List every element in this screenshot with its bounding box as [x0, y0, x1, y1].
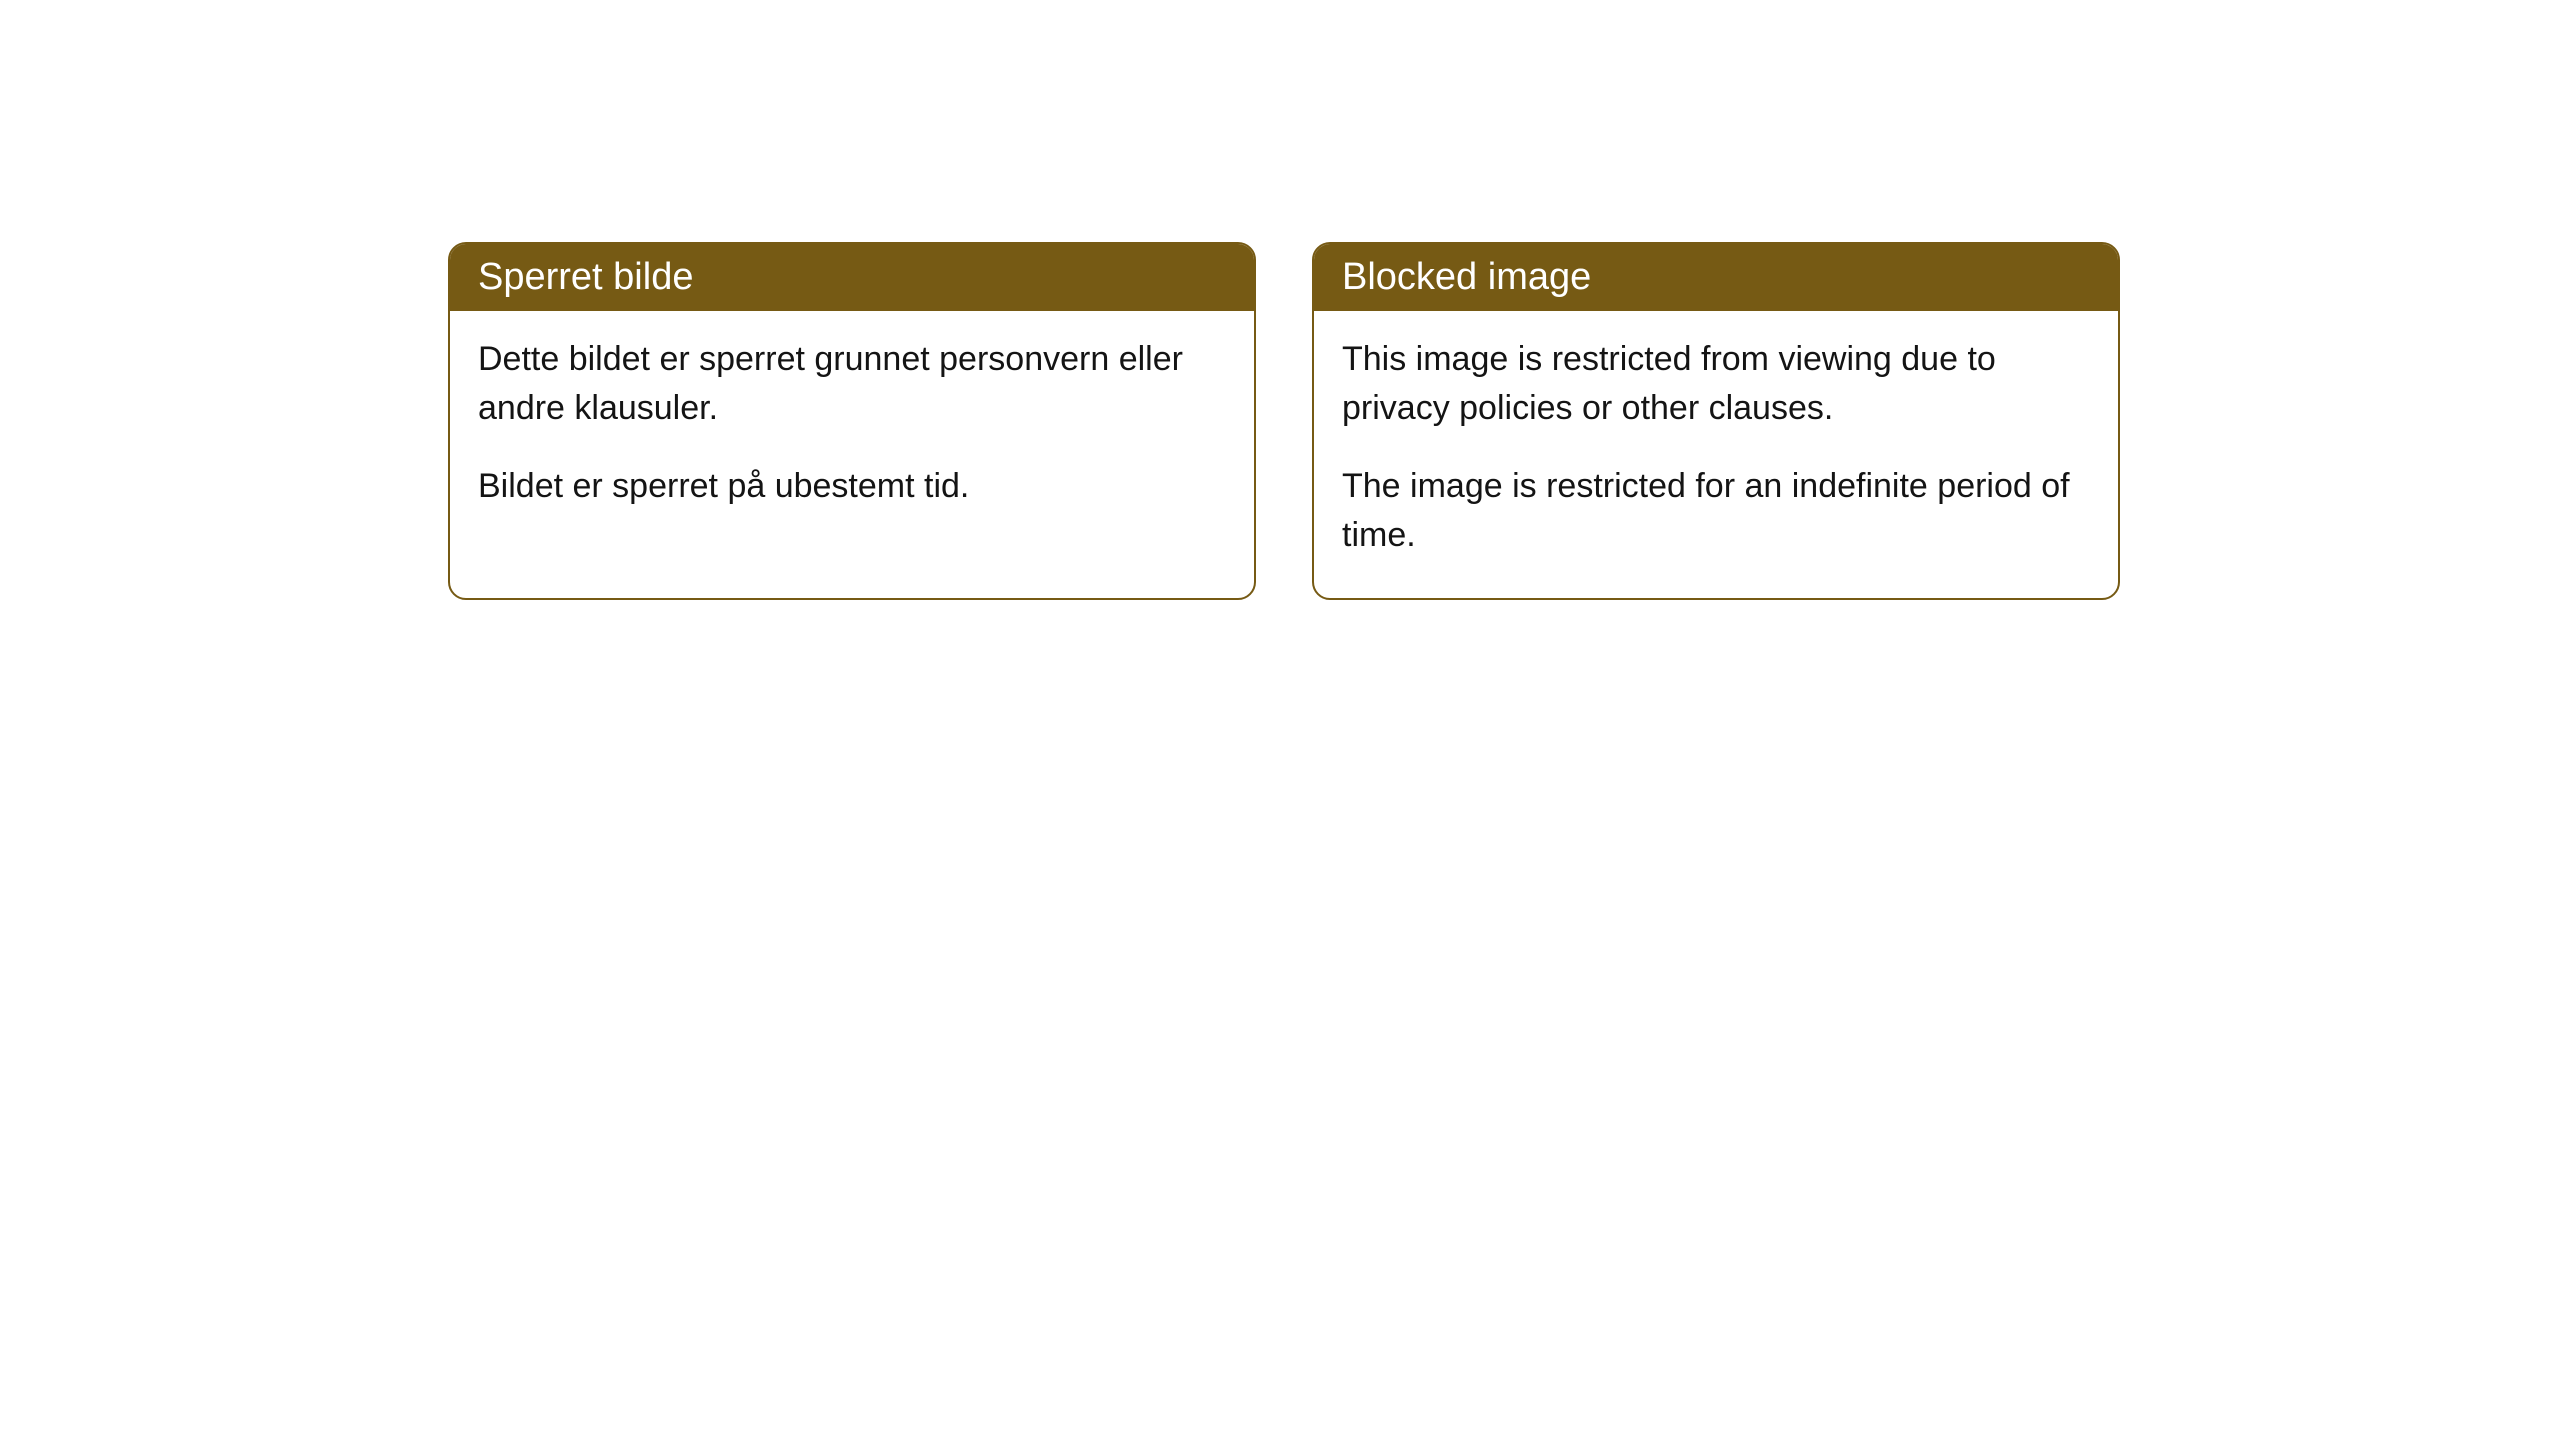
card-header-norwegian: Sperret bilde [450, 244, 1254, 311]
card-paragraph-1: This image is restricted from viewing du… [1342, 335, 2090, 434]
card-paragraph-2: The image is restricted for an indefinit… [1342, 462, 2090, 561]
cards-container: Sperret bilde Dette bildet er sperret gr… [448, 242, 2120, 600]
card-body-english: This image is restricted from viewing du… [1314, 311, 2118, 598]
card-body-norwegian: Dette bildet er sperret grunnet personve… [450, 311, 1254, 549]
card-english: Blocked image This image is restricted f… [1312, 242, 2120, 600]
card-paragraph-2: Bildet er sperret på ubestemt tid. [478, 462, 1226, 511]
card-paragraph-1: Dette bildet er sperret grunnet personve… [478, 335, 1226, 434]
card-header-english: Blocked image [1314, 244, 2118, 311]
card-norwegian: Sperret bilde Dette bildet er sperret gr… [448, 242, 1256, 600]
